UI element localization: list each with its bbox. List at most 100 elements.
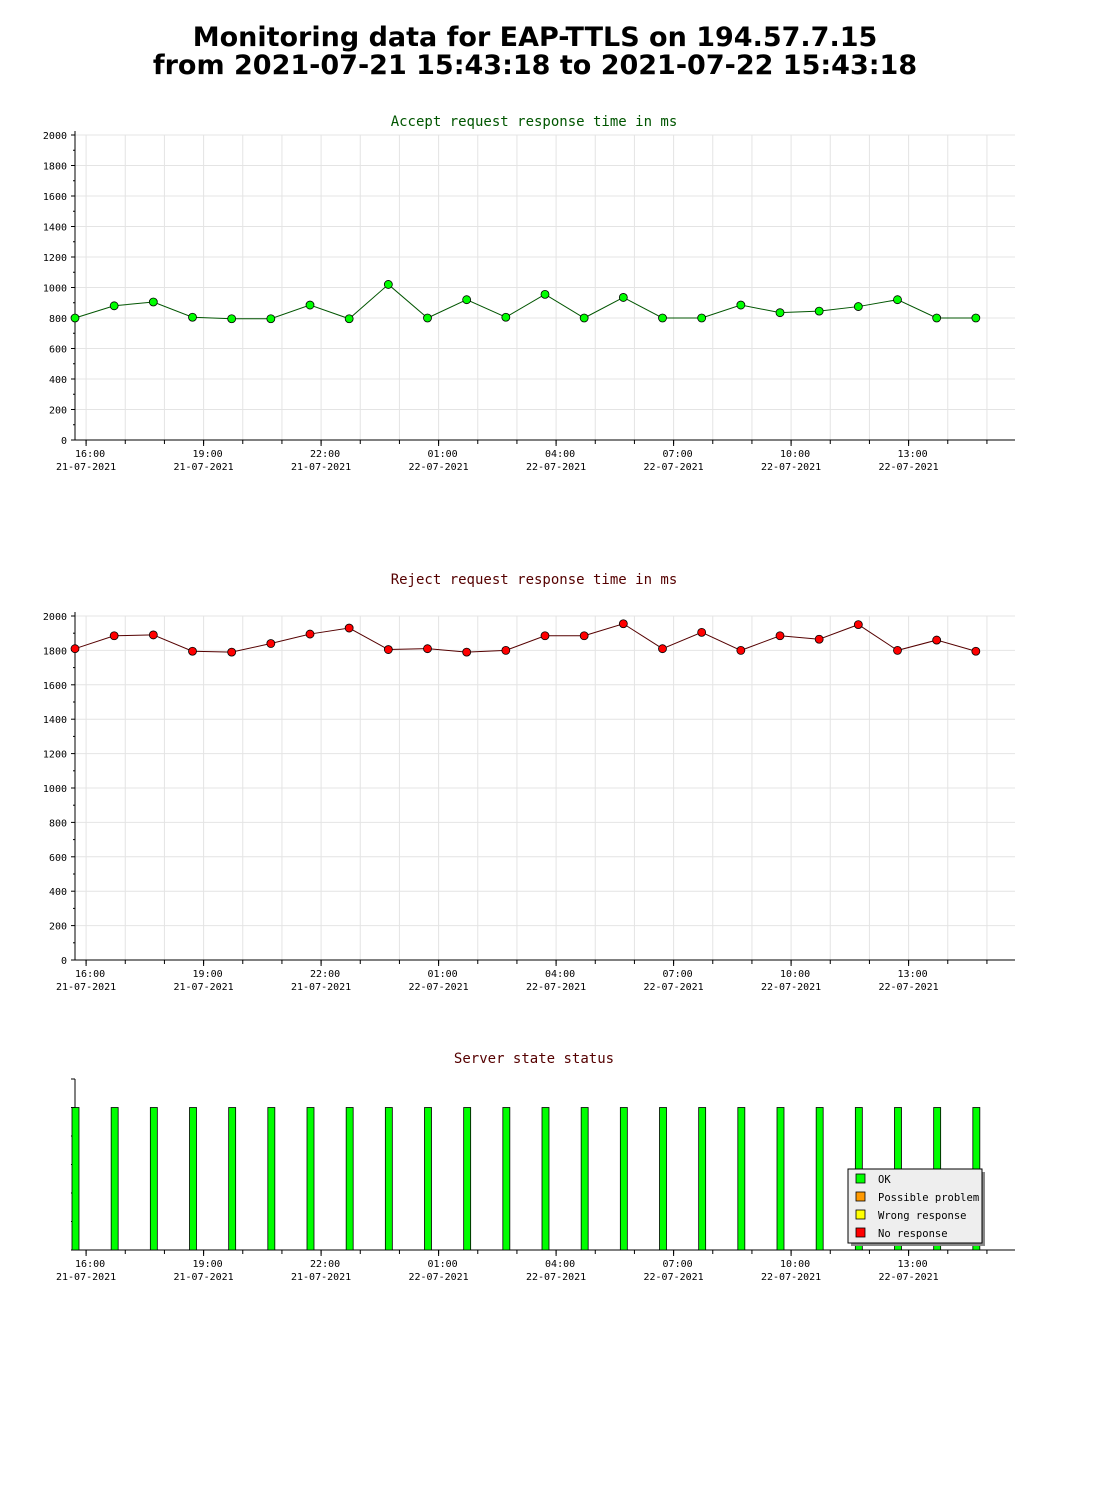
data-point bbox=[423, 644, 432, 654]
x-tick-label-time: 16:00 bbox=[75, 1259, 105, 1270]
x-tick-label-date: 22-07-2021 bbox=[526, 982, 586, 993]
data-point bbox=[462, 647, 472, 657]
x-tick-label-time: 13:00 bbox=[898, 969, 928, 980]
x-tick-label-time: 16:00 bbox=[75, 449, 105, 460]
x-tick-label-time: 04:00 bbox=[545, 1259, 575, 1270]
data-point bbox=[540, 289, 550, 299]
x-tick-label-time: 16:00 bbox=[75, 969, 105, 980]
data-point bbox=[697, 313, 707, 323]
x-tick-label-time: 22:00 bbox=[310, 449, 340, 460]
status-bar bbox=[110, 1107, 119, 1251]
x-tick-label-time: 01:00 bbox=[428, 449, 458, 460]
y-tick-label: 1800 bbox=[43, 162, 67, 173]
x-tick-label-date: 22-07-2021 bbox=[526, 1272, 586, 1283]
data-point bbox=[618, 293, 628, 302]
data-point bbox=[775, 308, 785, 318]
status-bar bbox=[463, 1107, 472, 1251]
legend-label: Wrong response bbox=[878, 1210, 967, 1222]
x-tick-label-time: 10:00 bbox=[780, 449, 810, 460]
x-tick-label-date: 22-07-2021 bbox=[761, 1272, 821, 1283]
y-tick-label: 200 bbox=[49, 922, 67, 933]
y-tick-label: 1000 bbox=[43, 284, 67, 295]
data-point bbox=[893, 295, 902, 305]
x-tick-label-date: 22-07-2021 bbox=[643, 1272, 703, 1283]
x-tick-label-date: 22-07-2021 bbox=[878, 1272, 938, 1283]
x-tick-label-time: 04:00 bbox=[545, 969, 575, 980]
status-bar bbox=[267, 1107, 276, 1251]
data-point bbox=[305, 300, 315, 310]
x-tick-label-time: 13:00 bbox=[898, 1259, 928, 1270]
x-tick-label-time: 13:00 bbox=[898, 449, 928, 460]
data-point bbox=[618, 619, 628, 629]
x-tick-label-time: 19:00 bbox=[193, 1259, 223, 1270]
data-point bbox=[70, 313, 80, 323]
data-point bbox=[383, 280, 393, 289]
status-bar bbox=[815, 1107, 824, 1251]
status-bar bbox=[776, 1107, 785, 1251]
y-tick-label: 800 bbox=[49, 818, 67, 829]
data-point bbox=[266, 639, 276, 648]
y-tick-label: 1600 bbox=[43, 192, 67, 203]
data-point bbox=[697, 627, 707, 637]
series-line bbox=[74, 283, 976, 320]
x-tick-label-date: 21-07-2021 bbox=[173, 982, 233, 993]
data-point bbox=[188, 646, 197, 656]
x-tick-label-date: 21-07-2021 bbox=[56, 462, 116, 473]
x-tick-label-time: 19:00 bbox=[193, 449, 223, 460]
chart-title: Server state status bbox=[454, 1051, 614, 1067]
data-point bbox=[148, 297, 158, 307]
status-bar bbox=[228, 1107, 237, 1251]
data-point bbox=[736, 300, 746, 310]
x-tick-label-date: 22-07-2021 bbox=[878, 462, 938, 473]
data-point bbox=[266, 314, 276, 324]
reject-response-time-chart: Reject request response time in ms 0 200 40… bbox=[43, 572, 1015, 993]
y-tick-label: 1400 bbox=[43, 223, 67, 234]
legend-label: OK bbox=[878, 1174, 891, 1186]
data-point bbox=[971, 313, 981, 323]
y-tick-label: 400 bbox=[49, 887, 67, 898]
server-state-status-chart: Server state status 16:00 21-07-2021 19:00 2… bbox=[56, 1051, 1015, 1283]
legend-swatch bbox=[855, 1209, 866, 1220]
data-point bbox=[932, 313, 942, 323]
status-bar bbox=[149, 1107, 158, 1251]
status-bar bbox=[659, 1107, 667, 1251]
data-point bbox=[579, 313, 589, 323]
status-bar bbox=[541, 1107, 550, 1251]
x-tick-label-date: 22-07-2021 bbox=[408, 1272, 468, 1283]
x-tick-label-time: 22:00 bbox=[310, 1259, 340, 1270]
y-tick-label: 800 bbox=[49, 314, 67, 325]
x-tick-label-time: 01:00 bbox=[428, 969, 458, 980]
data-point bbox=[70, 644, 80, 654]
status-bar bbox=[384, 1107, 393, 1251]
legend-label: No response bbox=[878, 1228, 948, 1240]
data-point bbox=[814, 306, 824, 316]
legend-swatch bbox=[855, 1173, 866, 1184]
x-tick-label-date: 22-07-2021 bbox=[643, 982, 703, 993]
status-bar bbox=[502, 1107, 511, 1251]
y-tick-label: 2000 bbox=[43, 131, 67, 142]
x-tick-label-time: 01:00 bbox=[428, 1259, 458, 1270]
x-tick-label-date: 21-07-2021 bbox=[291, 462, 351, 473]
data-point bbox=[893, 646, 902, 655]
x-tick-label-time: 07:00 bbox=[663, 969, 693, 980]
status-bar bbox=[580, 1107, 589, 1251]
y-tick-label: 0 bbox=[61, 436, 67, 447]
y-tick-label: 1400 bbox=[43, 715, 67, 726]
x-tick-label-date: 22-07-2021 bbox=[761, 462, 821, 473]
status-bar bbox=[306, 1107, 315, 1251]
y-tick-label: 1200 bbox=[43, 253, 67, 264]
status-bar bbox=[345, 1107, 354, 1251]
data-point bbox=[188, 312, 197, 322]
data-point bbox=[971, 646, 981, 656]
y-tick-label: 200 bbox=[49, 406, 67, 417]
data-point bbox=[344, 623, 354, 633]
x-tick-label-date: 21-07-2021 bbox=[56, 1272, 116, 1283]
x-tick-label-time: 07:00 bbox=[663, 449, 693, 460]
data-point bbox=[305, 629, 315, 639]
y-tick-label: 0 bbox=[61, 956, 67, 967]
chart-title: Reject request response time in ms bbox=[391, 572, 678, 588]
x-tick-label-time: 04:00 bbox=[545, 449, 575, 460]
x-tick-label-date: 22-07-2021 bbox=[878, 982, 938, 993]
x-tick-label-time: 10:00 bbox=[780, 1259, 810, 1270]
data-point bbox=[462, 295, 472, 305]
